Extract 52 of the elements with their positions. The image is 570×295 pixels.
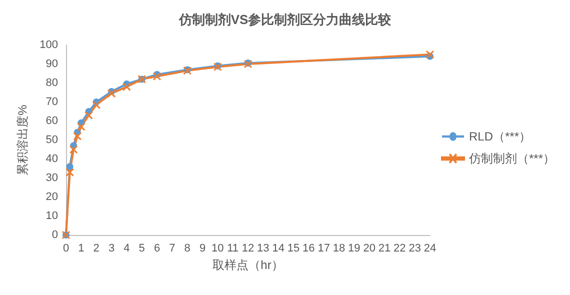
y-tick-label: 40 xyxy=(46,153,58,165)
chart-title: 仿制制剂VS参比制剂区分力曲线比较 xyxy=(178,12,392,27)
x-tick-label: 13 xyxy=(257,242,270,254)
point xyxy=(84,111,93,120)
x-tick-label: 0 xyxy=(62,242,70,254)
x-tick-label: 14 xyxy=(272,242,284,254)
x-tick-label: 4 xyxy=(124,242,130,254)
y-tick-label: 80 xyxy=(46,77,58,89)
point xyxy=(152,72,162,81)
x-tick-label: 22 xyxy=(394,242,406,254)
x-tick-label: 6 xyxy=(154,242,160,254)
x-tick-label: 9 xyxy=(199,242,206,254)
y-tick-label: 70 xyxy=(46,96,58,108)
point xyxy=(66,163,74,170)
point xyxy=(92,100,101,110)
x-tick-label: 11 xyxy=(227,242,239,254)
y-axis-title: 累积溶出度% xyxy=(16,104,30,176)
x-tick-label: 3 xyxy=(108,242,115,254)
x-tick-label: 19 xyxy=(348,242,360,254)
x-tick-label: 21 xyxy=(378,242,391,254)
x-tick-label: 18 xyxy=(332,242,346,254)
x-axis-title: 取样点（hr） xyxy=(212,258,284,272)
legend-label: 仿制制剂（***） xyxy=(468,152,556,166)
x-tick-label: 12 xyxy=(242,242,254,254)
y-tick-label: 50 xyxy=(46,134,58,146)
y-tick-label: 10 xyxy=(46,210,58,222)
x-tick-label: 17 xyxy=(318,242,330,254)
y-tick-label: 90 xyxy=(46,58,58,70)
x-tick-label: 24 xyxy=(424,242,436,254)
legend-label: RLD（***） xyxy=(468,130,532,144)
point xyxy=(107,89,116,98)
point xyxy=(426,50,434,59)
y-tick-label: 100 xyxy=(40,39,58,51)
point xyxy=(69,145,78,154)
y-tick-label: 0 xyxy=(52,229,58,241)
x-tick-label: 1 xyxy=(78,242,84,254)
x-tick-label: 23 xyxy=(408,242,421,254)
x-tick-label: 15 xyxy=(287,242,300,254)
x-tick-label: 5 xyxy=(138,242,145,254)
x-tick-label: 2 xyxy=(93,242,100,254)
point xyxy=(76,122,86,131)
y-tick-label: 60 xyxy=(46,115,58,127)
point xyxy=(66,168,74,177)
x-tick-label: 10 xyxy=(212,242,224,254)
x-tick-label: 20 xyxy=(363,242,376,254)
y-tick-label: 30 xyxy=(46,172,58,184)
x-tick-label: 7 xyxy=(169,242,176,254)
x-tick-label: 8 xyxy=(184,242,190,254)
y-tick-label: 20 xyxy=(46,191,58,203)
point xyxy=(122,82,131,92)
point xyxy=(73,132,82,140)
x-tick-label: 16 xyxy=(302,242,315,254)
